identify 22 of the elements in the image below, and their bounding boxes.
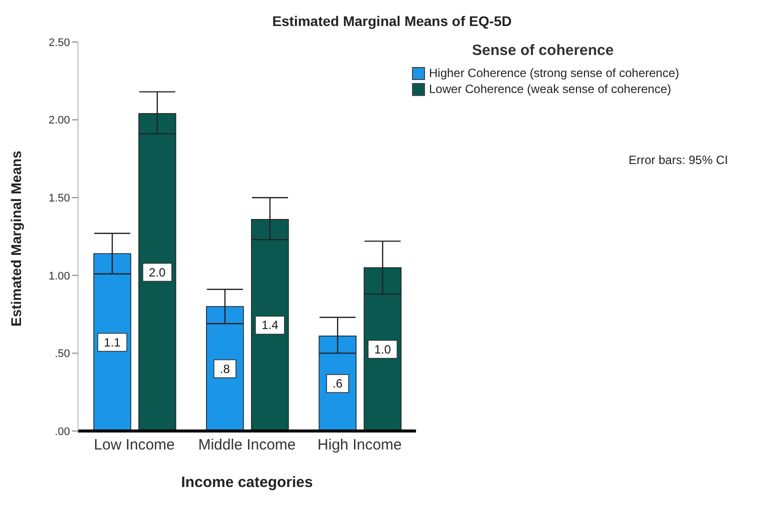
x-axis-title: Income categories [181, 474, 313, 491]
data-label: .6 [332, 376, 343, 391]
y-tick-label: 1.00 [48, 270, 70, 282]
legend-title: Sense of coherence [472, 42, 615, 59]
legend-label: Lower Coherence (weak sense of coherence) [429, 81, 672, 97]
x-tick-label: Low Income [94, 436, 175, 454]
x-tick-label: Middle Income [198, 436, 296, 454]
y-axis-title: Estimated Marginal Means [8, 150, 24, 326]
y-tick-label: 1.50 [48, 192, 70, 205]
legend-label: Higher Coherence (strong sense of coherence) [429, 65, 680, 81]
data-label: 1.0 [374, 342, 392, 356]
data-label: 1.1 [104, 335, 121, 350]
x-tick-label: High Income [318, 436, 402, 454]
y-tick-label: 2.50 [48, 36, 70, 49]
data-label: 1.4 [262, 318, 279, 332]
data-label: 2.0 [148, 265, 166, 280]
data-label: .8 [220, 362, 230, 376]
text: Error bars: 95% CI [628, 153, 728, 167]
y-tick-label: .00 [54, 426, 70, 438]
y-tick-label: .50 [54, 348, 70, 360]
y-tick-label: 2.00 [48, 114, 70, 127]
chart-title: Estimated Marginal Means of EQ-5D [272, 13, 512, 29]
